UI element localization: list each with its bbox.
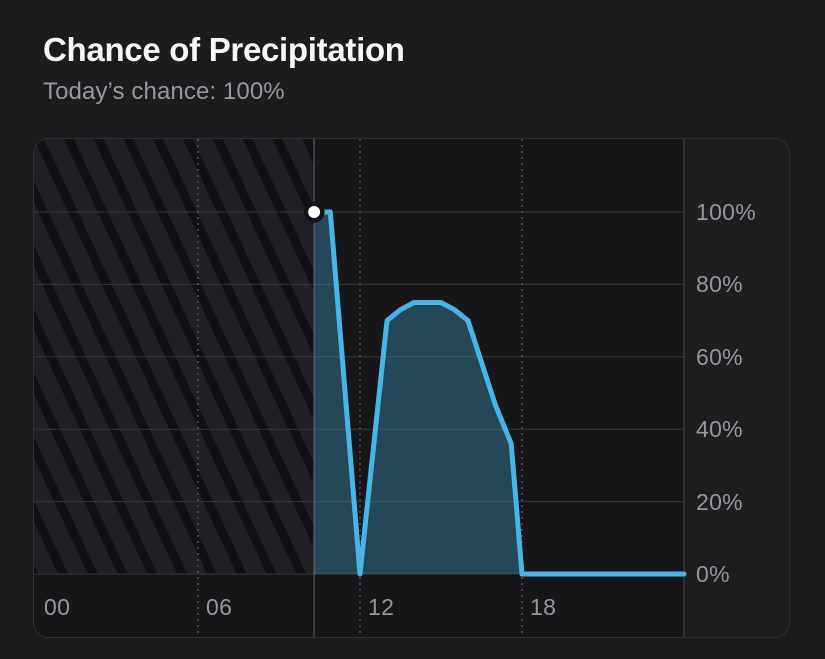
precipitation-line — [311, 209, 687, 577]
now-dot[interactable] — [308, 206, 321, 218]
page-title: Chance of Precipitation — [43, 31, 405, 68]
precipitation-area-fill — [314, 212, 684, 574]
header: Chance of Precipitation Today’s chance: … — [43, 30, 405, 107]
precipitation-chart-svg — [34, 139, 687, 637]
page-subtitle: Today’s chance: 100% — [43, 78, 285, 105]
precipitation-chart-card[interactable]: 0% 20% 40% 60% 80% 100% 00 06 12 18 — [33, 138, 790, 638]
